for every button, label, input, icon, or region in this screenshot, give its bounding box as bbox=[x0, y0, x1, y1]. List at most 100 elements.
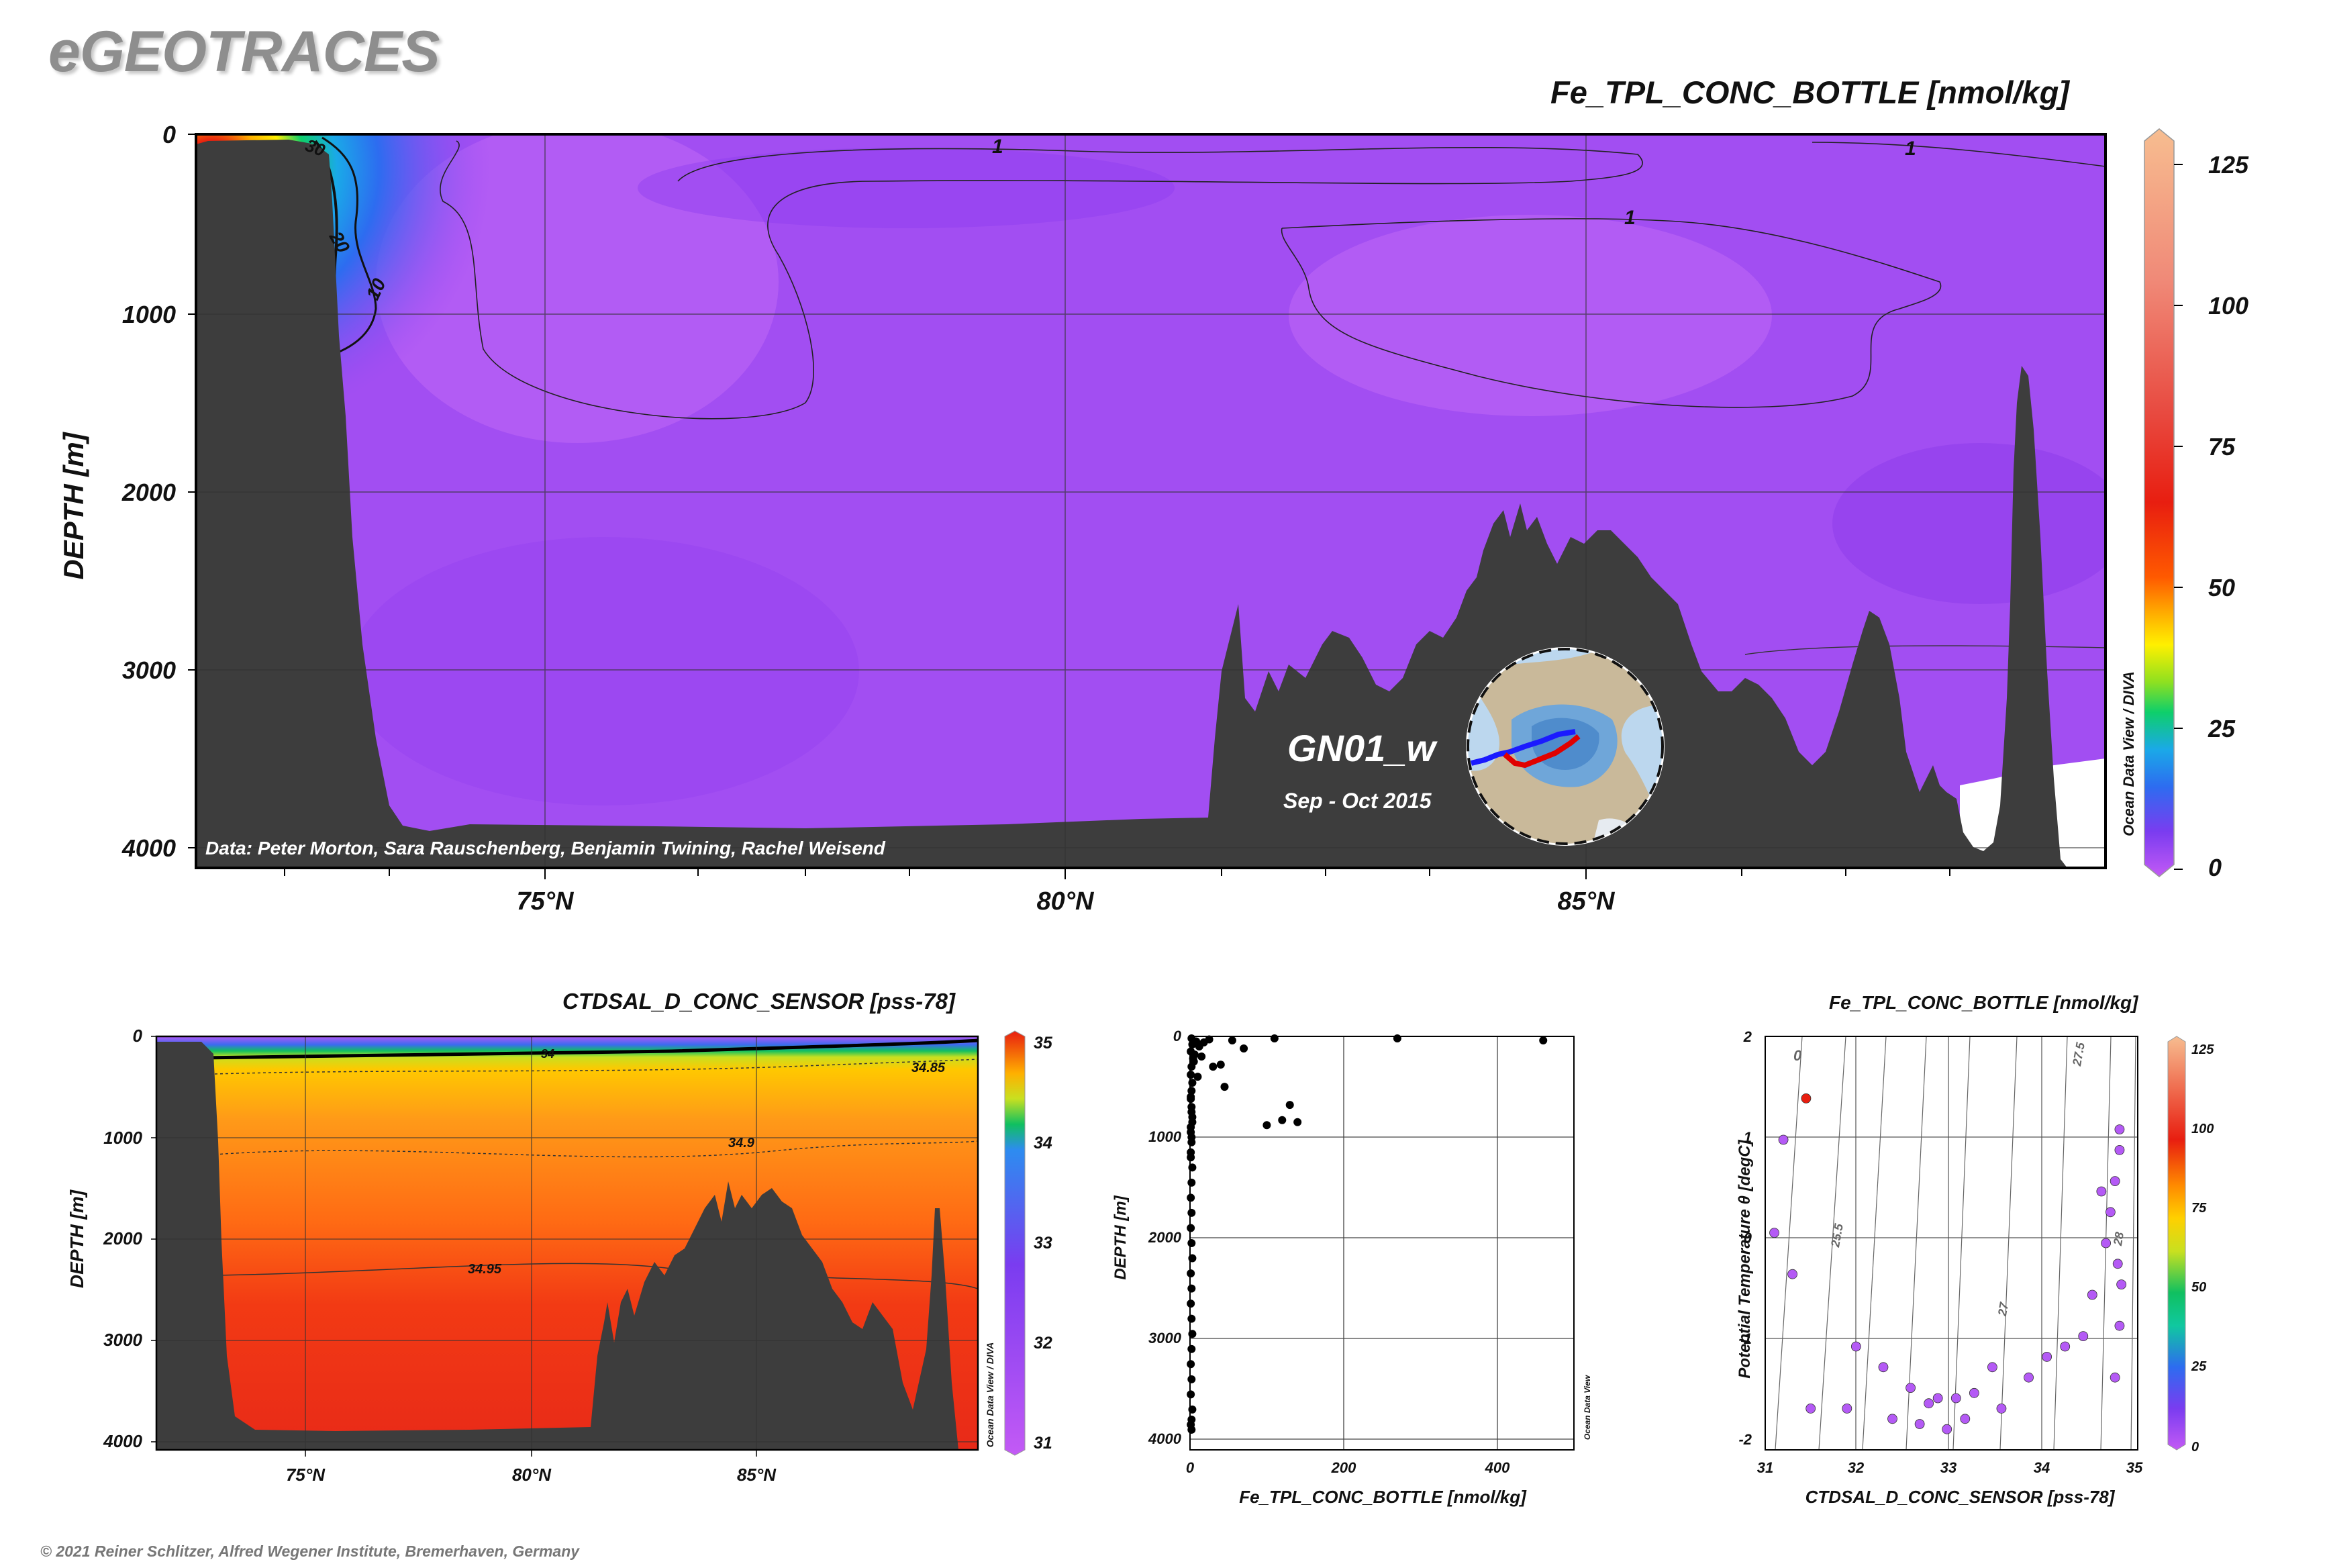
data-credit: Data: Peter Morton, Sara Rauschenberg, B… bbox=[205, 838, 885, 859]
ts-point bbox=[1987, 1362, 1997, 1373]
colorbar-tick-label: 125 bbox=[2208, 151, 2249, 179]
ts-point bbox=[2042, 1351, 2052, 1362]
profile-point bbox=[1188, 1118, 1197, 1126]
ts-point bbox=[2087, 1289, 2097, 1300]
profile-point bbox=[1393, 1034, 1401, 1043]
profile-point bbox=[1539, 1036, 1548, 1045]
profile-y-tick-label: 4000 bbox=[1148, 1430, 1181, 1447]
ts-point bbox=[1914, 1419, 1925, 1429]
sal-y-tick-label: 4000 bbox=[103, 1431, 142, 1451]
profile-point bbox=[1209, 1063, 1218, 1071]
ts-point bbox=[1942, 1424, 1952, 1434]
ts-colorbar bbox=[2167, 1036, 2186, 1451]
profile-x-tick-label: 400 bbox=[1485, 1459, 1510, 1476]
sal-contour-label: 34 bbox=[541, 1047, 555, 1061]
profile-point bbox=[1216, 1061, 1225, 1069]
ts-point bbox=[1924, 1398, 1934, 1409]
profile-point bbox=[1240, 1044, 1248, 1053]
main-y-tick-label: 4000 bbox=[121, 834, 176, 862]
sal-contour-label: 34.95 bbox=[468, 1262, 502, 1277]
main-y-tick-label: 0 bbox=[162, 121, 176, 148]
profile-point bbox=[1187, 1153, 1195, 1162]
profile-gridlines bbox=[1190, 1036, 1574, 1450]
profile-point bbox=[1188, 1330, 1197, 1338]
ts-frame bbox=[1765, 1036, 2138, 1451]
isopycnals bbox=[1775, 1036, 2136, 1451]
sal-contour-label: 34.9 bbox=[728, 1136, 754, 1150]
profile-point bbox=[1278, 1116, 1287, 1124]
ts-y-tick-label: 1 bbox=[1743, 1129, 1752, 1146]
profile-point bbox=[1187, 1071, 1195, 1079]
sal-y-tick-label: 1000 bbox=[103, 1128, 142, 1148]
ts-isopycnal-label: 0 bbox=[1793, 1047, 1802, 1064]
ts-point bbox=[1850, 1341, 1861, 1352]
profile-odv-label: Ocean Data View bbox=[1583, 1375, 1592, 1440]
profile-point bbox=[1285, 1101, 1294, 1110]
ts-point bbox=[2112, 1259, 2123, 1269]
contour-1 bbox=[1281, 218, 1942, 408]
ts-point bbox=[1769, 1228, 1779, 1238]
ts-point bbox=[2024, 1372, 2034, 1383]
ts-point bbox=[1950, 1393, 1961, 1404]
profile-point bbox=[1187, 1128, 1195, 1136]
profile-x-tick-label: 0 bbox=[1185, 1459, 1195, 1476]
ts-y-axis-label: Potential Temperature θ [degC] bbox=[1736, 1140, 1754, 1379]
profile-x-tick-label: 200 bbox=[1331, 1459, 1356, 1476]
ts-point bbox=[2114, 1144, 2125, 1155]
ts-colorbar-tick: 0 bbox=[2191, 1440, 2199, 1455]
profile-point bbox=[1187, 1108, 1196, 1116]
ts-point bbox=[1787, 1269, 1798, 1279]
sal-colorbar-tick: 34 bbox=[1034, 1134, 1052, 1153]
profile-y-axis-label: DEPTH [m] bbox=[1111, 1195, 1130, 1280]
profile-y-tick-label: 3000 bbox=[1148, 1330, 1181, 1346]
sal-y-tick-label: 3000 bbox=[103, 1330, 142, 1350]
profile-point bbox=[1187, 1269, 1195, 1278]
main-y-axis-label: DEPTH [m] bbox=[58, 432, 89, 580]
ts-point bbox=[2116, 1279, 2127, 1290]
profile-point bbox=[1187, 1138, 1196, 1146]
ts-point bbox=[1801, 1093, 1812, 1104]
colorbar-tick-label: 75 bbox=[2208, 433, 2236, 460]
ts-x-tick-label: 32 bbox=[1847, 1459, 1865, 1476]
sal-odv-label: Ocean Data View / DIVA bbox=[985, 1342, 995, 1448]
profile-point bbox=[1197, 1052, 1206, 1061]
ts-colorbar-tick: 75 bbox=[2191, 1201, 2207, 1216]
ts-point bbox=[2105, 1207, 2116, 1218]
dark-patch bbox=[349, 537, 859, 805]
sal-section-title: CTDSAL_D_CONC_SENSOR [pss-78] bbox=[562, 989, 955, 1014]
ts-point bbox=[2114, 1320, 2125, 1331]
profile-point bbox=[1187, 1344, 1196, 1353]
sal-colorbar-tick: 33 bbox=[1034, 1234, 1052, 1253]
ts-point bbox=[1932, 1393, 1943, 1404]
ts-points bbox=[1769, 1093, 2127, 1434]
ts-isopycnal-label: 28 bbox=[2110, 1230, 2127, 1247]
ts-y-tick-label: -1 bbox=[1738, 1330, 1752, 1347]
contour-1 bbox=[1812, 142, 2106, 167]
main-minor-ticks bbox=[188, 134, 1950, 879]
profile-point bbox=[1188, 1405, 1197, 1414]
main-x-tick-label: 80°N bbox=[1036, 887, 1094, 916]
profile-point bbox=[1188, 1079, 1197, 1087]
ts-x-tick-label: 35 bbox=[2126, 1459, 2143, 1476]
ts-y-tick-label: -2 bbox=[1738, 1431, 1752, 1448]
profile-point bbox=[1187, 1375, 1196, 1383]
ts-x-tick-label: 34 bbox=[2033, 1459, 2050, 1476]
main-section-title: Fe_TPL_CONC_BOTTLE [nmol/kg] bbox=[1550, 75, 2069, 110]
sal-x-tick-label: 85°N bbox=[736, 1465, 777, 1485]
profile-point bbox=[1293, 1118, 1302, 1126]
contour-label: 1 bbox=[1905, 138, 1916, 160]
profile-point bbox=[1187, 1208, 1196, 1217]
contour-10 bbox=[321, 136, 377, 357]
ts-point bbox=[2114, 1124, 2125, 1135]
dark-patch bbox=[1832, 443, 2106, 604]
sal-x-tick-label: 80°N bbox=[511, 1465, 552, 1485]
profile-point bbox=[1262, 1121, 1271, 1130]
ts-plot bbox=[1765, 1036, 2186, 1451]
ts-point bbox=[2110, 1372, 2120, 1383]
cruise-track bbox=[1471, 729, 1576, 766]
profile-point bbox=[1188, 1254, 1197, 1263]
ts-x-axis-label: CTDSAL_D_CONC_SENSOR [pss-78] bbox=[1805, 1487, 2115, 1507]
sal-contour-label: 34.85 bbox=[911, 1061, 946, 1075]
ts-point bbox=[2078, 1331, 2089, 1342]
ts-point bbox=[1805, 1404, 1816, 1414]
